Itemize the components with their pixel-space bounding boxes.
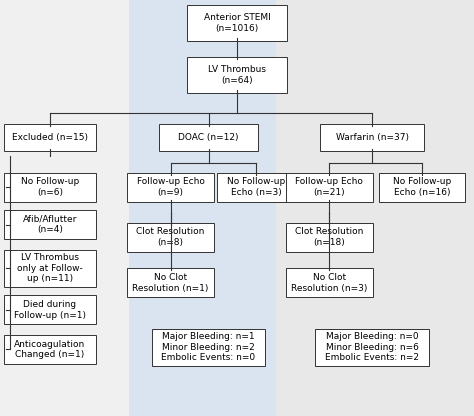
FancyBboxPatch shape [315,329,429,366]
Text: Clot Resolution
(n=18): Clot Resolution (n=18) [295,228,364,247]
Text: Clot Resolution
(n=8): Clot Resolution (n=8) [137,228,205,247]
Text: Major Bleeding: n=0
Minor Bleeding: n=6
Embolic Events: n=2: Major Bleeding: n=0 Minor Bleeding: n=6 … [325,332,419,362]
FancyBboxPatch shape [187,57,287,92]
FancyBboxPatch shape [3,173,96,202]
Text: Anticoagulation
Changed (n=1): Anticoagulation Changed (n=1) [14,340,85,359]
Text: LV Thrombus
only at Follow-
up (n=11): LV Thrombus only at Follow- up (n=11) [17,253,82,283]
Text: No Follow-up
Echo (n=16): No Follow-up Echo (n=16) [393,178,451,197]
FancyBboxPatch shape [127,268,214,297]
FancyBboxPatch shape [127,223,214,252]
Text: Major Bleeding: n=1
Minor Bleeding: n=2
Embolic Events: n=0: Major Bleeding: n=1 Minor Bleeding: n=2 … [162,332,255,362]
FancyBboxPatch shape [379,173,465,202]
FancyBboxPatch shape [127,173,214,202]
FancyBboxPatch shape [3,295,96,324]
FancyBboxPatch shape [187,5,287,40]
Text: LV Thrombus
(n=64): LV Thrombus (n=64) [208,65,266,84]
Text: Warfarin (n=37): Warfarin (n=37) [336,133,409,142]
Text: No Clot
Resolution (n=1): No Clot Resolution (n=1) [132,273,209,292]
Bar [276,0,474,416]
FancyBboxPatch shape [3,210,96,239]
FancyBboxPatch shape [3,124,96,151]
FancyBboxPatch shape [152,329,265,366]
Text: Died during
Follow-up (n=1): Died during Follow-up (n=1) [14,300,86,319]
Text: Excluded (n=15): Excluded (n=15) [12,133,88,142]
Text: DOAC (n=12): DOAC (n=12) [178,133,239,142]
Text: Afib/Aflutter
(n=4): Afib/Aflutter (n=4) [23,215,77,234]
FancyBboxPatch shape [320,124,424,151]
FancyBboxPatch shape [285,268,373,297]
Text: Follow-up Echo
(n=21): Follow-up Echo (n=21) [295,178,364,197]
FancyBboxPatch shape [3,335,96,364]
Text: Follow-up Echo
(n=9): Follow-up Echo (n=9) [137,178,205,197]
FancyBboxPatch shape [285,173,373,202]
FancyBboxPatch shape [285,223,373,252]
Bar [129,0,276,416]
FancyBboxPatch shape [217,173,295,202]
Text: Anterior STEMI
(n=1016): Anterior STEMI (n=1016) [204,13,270,32]
FancyBboxPatch shape [3,250,96,287]
FancyBboxPatch shape [159,124,258,151]
Text: No Follow-up
Echo (n=3): No Follow-up Echo (n=3) [227,178,285,197]
Text: No Follow-up
(n=6): No Follow-up (n=6) [21,178,79,197]
Text: No Clot
Resolution (n=3): No Clot Resolution (n=3) [291,273,368,292]
